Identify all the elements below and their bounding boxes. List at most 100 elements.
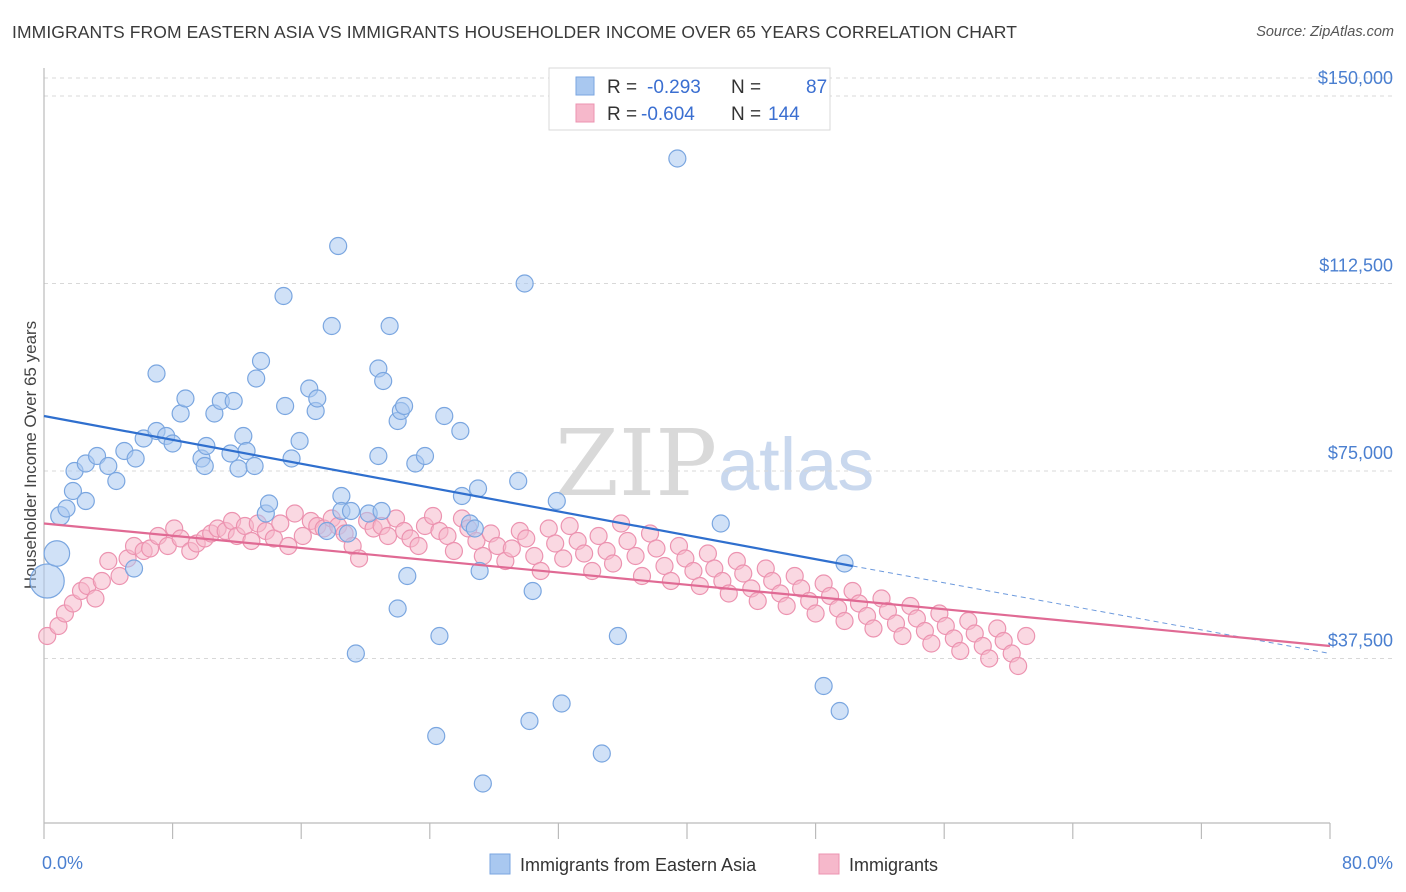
immigrants-point-113 — [864, 619, 883, 638]
eastern-asia-point-84 — [814, 676, 833, 696]
bottom-legend-swatch-pink — [818, 853, 840, 875]
immigrants-point-117 — [893, 626, 912, 646]
eastern-asia-point-18 — [147, 364, 166, 383]
eastern-asia-point-61 — [398, 566, 417, 586]
eastern-asia-point-74 — [509, 471, 528, 491]
immigrants-point-71 — [560, 516, 579, 536]
eastern-asia-point-63 — [415, 446, 435, 466]
eastern-asia-point-53 — [380, 316, 399, 336]
immigrants-point-63 — [502, 539, 521, 558]
immigrants-trend-line — [43, 522, 1331, 648]
immigrants-point-65 — [517, 529, 536, 548]
eastern-asia-point-56 — [374, 371, 393, 391]
watermark-zip: ZIP — [555, 410, 717, 517]
immigrants-point-125 — [951, 641, 970, 661]
eastern-asia-point-12 — [126, 449, 145, 468]
y-tick-label-1: $75,000 — [1328, 443, 1393, 463]
eastern-asia-points — [29, 149, 854, 793]
eastern-asia-point-36 — [274, 286, 293, 306]
immigrants-point-129 — [980, 649, 999, 668]
immigrants-point-70 — [554, 549, 573, 568]
legend-n-label-1: N = — [731, 77, 761, 98]
eastern-asia-point-37 — [276, 396, 295, 416]
eastern-asia-point-68 — [451, 421, 470, 441]
eastern-asia-point-27 — [221, 444, 240, 463]
immigrants-points — [38, 504, 1036, 676]
eastern-asia-point-77 — [523, 581, 542, 601]
immigrants-point-83 — [647, 539, 666, 558]
immigrants-point-121 — [922, 634, 941, 653]
y-axis-label: Householder Income Over 65 years — [21, 321, 40, 589]
immigrants-point-54 — [438, 526, 457, 546]
eastern-asia-point-52 — [372, 501, 391, 521]
eastern-asia-point-80 — [592, 744, 611, 763]
legend-r-label-2: R = — [607, 104, 637, 125]
eastern-asia-point-49 — [341, 501, 361, 521]
eastern-asia-point-4 — [63, 481, 83, 501]
eastern-asia-point-17 — [163, 434, 182, 453]
watermark-atlas: atlas — [718, 423, 874, 506]
eastern-asia-point-26 — [224, 391, 243, 411]
immigrants-point-85 — [661, 571, 681, 591]
immigrants-point-134 — [1017, 626, 1036, 646]
eastern-asia-point-50 — [346, 644, 365, 663]
immigrants-point-50 — [409, 536, 428, 556]
immigrants-point-73 — [575, 544, 594, 563]
legend-box: R = -0.293 N = 87 R = -0.604 N = 144 — [548, 67, 831, 131]
immigrants-point-97 — [748, 591, 767, 611]
immigrants-point-66 — [525, 546, 544, 566]
eastern-asia-point-31 — [245, 456, 264, 476]
eastern-asia-point-29 — [234, 426, 253, 446]
eastern-asia-point-60 — [388, 599, 407, 618]
legend-swatch-blue — [575, 76, 595, 96]
chart-title: IMMIGRANTS FROM EASTERN ASIA VS IMMIGRAN… — [12, 22, 1018, 42]
legend-n-value-2: 144 — [768, 104, 800, 125]
immigrants-point-109 — [835, 611, 854, 631]
immigrants-point-84 — [655, 556, 674, 576]
immigrants-point-69 — [546, 534, 565, 553]
y-tick-label-3: $150,000 — [1318, 68, 1393, 88]
legend-n-value-1: 87 — [806, 77, 827, 98]
legend-r-value-1: -0.293 — [647, 77, 701, 98]
eastern-asia-point-43 — [317, 521, 337, 541]
eastern-asia-point-75 — [515, 274, 534, 293]
eastern-asia-point-47 — [338, 524, 357, 543]
eastern-asia-point-83 — [711, 514, 730, 533]
immigrants-point-31 — [271, 514, 290, 533]
y-tick-labels: $37,500 $75,000 $112,500 $150,000 — [1318, 68, 1393, 651]
eastern-asia-point-66 — [435, 406, 454, 426]
immigrants-point-80 — [626, 546, 645, 566]
immigrants-point-33 — [285, 504, 304, 523]
eastern-asia-point-20 — [176, 389, 195, 408]
eastern-asia-point-32 — [247, 369, 266, 388]
eastern-asia-point-3 — [57, 499, 76, 518]
eastern-asia-point-28 — [229, 459, 248, 478]
x-tick-max: 80.0% — [1342, 853, 1393, 873]
bottom-legend-label-blue: Immigrants from Eastern Asia — [520, 855, 757, 875]
immigrants-point-9 — [110, 566, 129, 586]
legend-swatch-pink — [575, 103, 595, 123]
eastern-asia-point-85 — [830, 701, 849, 721]
source-label: Source: ZipAtlas.com — [1256, 24, 1394, 40]
immigrants-point-52 — [423, 506, 443, 526]
eastern-asia-point-73 — [473, 774, 492, 793]
legend-r-label-1: R = — [607, 77, 637, 98]
eastern-asia-point-82 — [668, 149, 687, 168]
immigrants-point-8 — [99, 551, 118, 571]
immigrants-point-95 — [734, 564, 753, 583]
eastern-asia-point-67 — [452, 486, 472, 506]
axes — [43, 68, 1331, 839]
immigrants-point-27 — [242, 531, 261, 551]
bottom-legend-swatch-blue — [489, 853, 511, 875]
x-tick-min: 0.0% — [42, 853, 83, 873]
immigrants-point-68 — [539, 519, 558, 538]
eastern-asia-point-5 — [76, 491, 95, 511]
eastern-asia-point-23 — [195, 456, 214, 476]
eastern-asia-point-9 — [99, 456, 118, 476]
immigrants-point-7 — [92, 571, 111, 591]
eastern-asia-point-33 — [251, 351, 271, 371]
y-tick-label-0: $37,500 — [1328, 631, 1393, 651]
eastern-asia-point-54 — [369, 446, 388, 466]
immigrants-point-46 — [378, 526, 398, 546]
